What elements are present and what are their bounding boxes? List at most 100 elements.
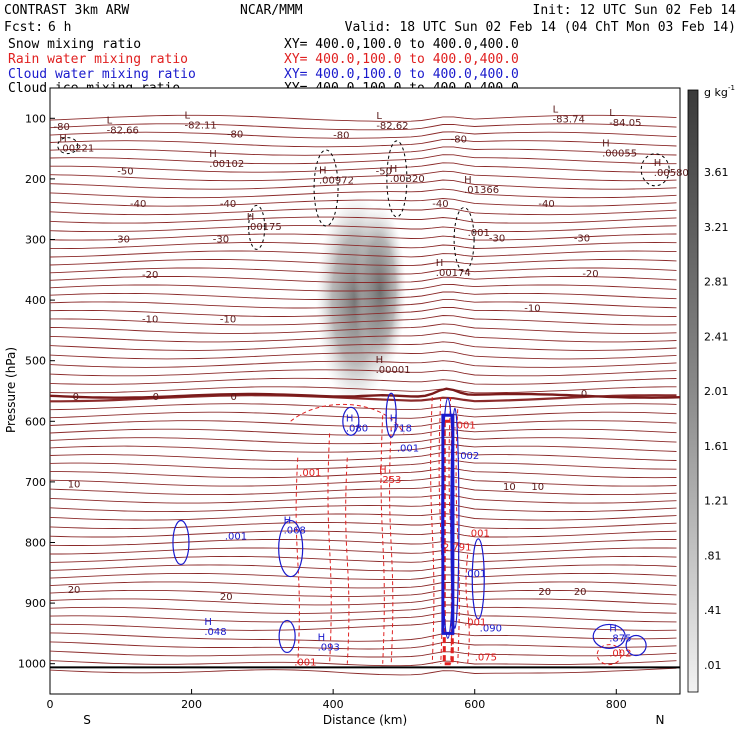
cloud-water-value: .080: [346, 424, 368, 435]
isotherm-line: [49, 494, 677, 504]
isotherm-line: [49, 632, 677, 642]
isotherm-line: [49, 123, 677, 131]
isotherm-line: [50, 315, 677, 326]
isotherm-line: [49, 284, 677, 292]
isotherm-label: -10: [524, 303, 540, 314]
cloud-water-contour: [172, 519, 190, 566]
cloud-water-contour: [625, 634, 647, 657]
isotherm-label: -40: [432, 199, 448, 210]
isotherm-line: [49, 250, 677, 258]
isotherm-label: -30: [574, 234, 590, 245]
cloud-water-core: [441, 413, 455, 635]
x-axis-label: Distance (km): [323, 713, 407, 727]
snow-extremum-value: .00001: [376, 365, 411, 376]
isotherm-line: [50, 620, 677, 631]
rain-contour: [327, 433, 332, 664]
isotherm-line: [49, 386, 677, 394]
isotherm-label: 0: [153, 392, 159, 403]
isotherm-line: [49, 539, 677, 546]
isotherm-line: [49, 503, 677, 513]
isotherm-label: -20: [142, 270, 158, 281]
snow-extremum-marker: H: [654, 158, 662, 169]
snow-extremum-value: .00580: [654, 168, 689, 179]
rain-contour: [455, 409, 460, 664]
colorbar-label: .81: [704, 549, 722, 562]
isotherm-line: [49, 170, 677, 182]
cloud-water-value: .875: [609, 633, 631, 644]
isotherm-line: [49, 522, 677, 530]
isotherm-label: 10: [503, 482, 516, 493]
isotherm-line: [49, 154, 677, 165]
isotherm-line: [49, 306, 677, 317]
snow-extremum-value: .00320: [390, 174, 425, 185]
colorbar-label: 3.61: [704, 166, 729, 179]
snow-extremum-marker: L: [107, 115, 113, 126]
isotherm-label: -80: [54, 122, 70, 133]
rain-value: 2.791: [443, 542, 472, 553]
y-tick-label: 900: [25, 597, 46, 610]
isotherm-label: -80: [333, 131, 349, 142]
cloud-water-marker: H: [609, 623, 617, 634]
y-tick-label: 400: [25, 294, 46, 307]
isotherm-line: [49, 451, 677, 462]
isotherm-line: [49, 530, 677, 538]
isotherm-line: [49, 276, 677, 283]
isotherm-label: 20: [220, 592, 233, 603]
forecast-hour: 6 h: [48, 20, 71, 35]
y-tick-label: 300: [25, 234, 46, 247]
isotherm-line: [49, 420, 677, 428]
isotherm-label: 20: [574, 587, 587, 598]
isotherm-label: 10: [68, 480, 81, 491]
cloud-water-contours: [172, 392, 647, 657]
cloud-water-value: .068: [284, 525, 306, 536]
isotherm-line: [49, 225, 677, 233]
isotherm-label: -40: [130, 199, 146, 210]
cloud-ice-contour: [313, 149, 339, 227]
freezing-level-line: [49, 387, 681, 399]
snow-extremum-value: .00055: [602, 148, 637, 159]
isotherm-line: [49, 650, 677, 658]
rain-value: .001: [453, 421, 475, 432]
snow-extremum-value: -82.66: [107, 125, 139, 136]
temperature-labels: -80 -80 -80 -80 -50 -50 -40 -40 -40 -40 -30 -30 -30 -…: [54, 122, 599, 603]
model-title: CONTRAST 3km ARW: [4, 3, 129, 18]
cloud-water-value: .001: [464, 569, 486, 580]
isotherm-line: [49, 612, 677, 623]
isotherm-label: 20: [538, 587, 551, 598]
isotherm-line: [49, 341, 677, 351]
y-tick-label: 200: [25, 173, 46, 186]
isotherm-line: [49, 207, 677, 216]
field-xy-rain: XY= 400.0,100.0 to 400.0,400.0: [284, 52, 519, 67]
colorbar-label: 1.61: [704, 440, 729, 453]
isotherm-line: [49, 411, 677, 419]
isotherm-line: [49, 188, 677, 199]
rain-marker: H: [379, 465, 387, 476]
field-label-rain: Rain water mixing ratio: [8, 52, 188, 67]
y-tick-label: 700: [25, 476, 46, 489]
org-label: NCAR/MMM: [240, 3, 303, 18]
cloud-water-contour: [450, 407, 460, 629]
colorbar-ramp: [687, 89, 699, 693]
snow-extremum-marker: H: [376, 355, 384, 366]
cloud-ice-contour: [453, 207, 475, 272]
cloud-ice-contour: [57, 137, 79, 155]
cloud-ice-contour: [386, 140, 408, 218]
isotherm-line: [49, 555, 677, 563]
snow-extremum-marker: H: [436, 258, 444, 269]
snow-extremum-value: -83.74: [553, 115, 585, 126]
isotherm-line: [49, 604, 677, 614]
isotherm-line: [49, 660, 677, 667]
cloud-ice-contours: [57, 137, 670, 272]
cloud-water-contour: [385, 392, 397, 438]
y-tick-label: 100: [25, 112, 46, 125]
rain-contours: [290, 397, 622, 666]
isotherm-line: [50, 162, 677, 173]
isotherm-line: [49, 459, 677, 470]
field-label-cloud-water: Cloud water mixing ratio: [8, 67, 196, 82]
isotherm-label: -30: [213, 234, 229, 245]
isotherm-line: [49, 146, 677, 156]
colorbar-label: 2.81: [704, 276, 729, 289]
isotherm-label: -40: [220, 199, 236, 210]
cloud-ice-contour: [640, 153, 670, 187]
